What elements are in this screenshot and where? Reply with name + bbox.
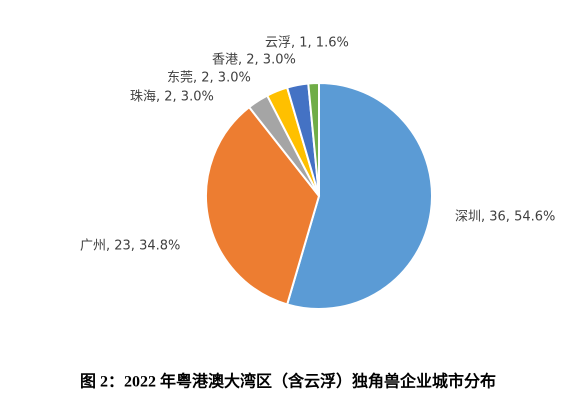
data-label: 广州, 23, 34.8% bbox=[80, 239, 180, 254]
caption: 图 2：2022 年粤港澳大湾区（含云浮）独角兽企业城市分布 bbox=[80, 372, 496, 391]
data-label: 珠海, 2, 3.0% bbox=[130, 90, 214, 105]
data-label: 云浮, 1, 1.6% bbox=[265, 36, 349, 51]
data-label: 香港, 2, 3.0% bbox=[212, 53, 296, 68]
pie-slice bbox=[285, 81, 433, 310]
pie-slice bbox=[205, 105, 321, 306]
data-label: 深圳, 36, 54.6% bbox=[455, 210, 555, 225]
data-label: 东莞, 2, 3.0% bbox=[167, 71, 251, 86]
pie-slice bbox=[307, 81, 320, 197]
